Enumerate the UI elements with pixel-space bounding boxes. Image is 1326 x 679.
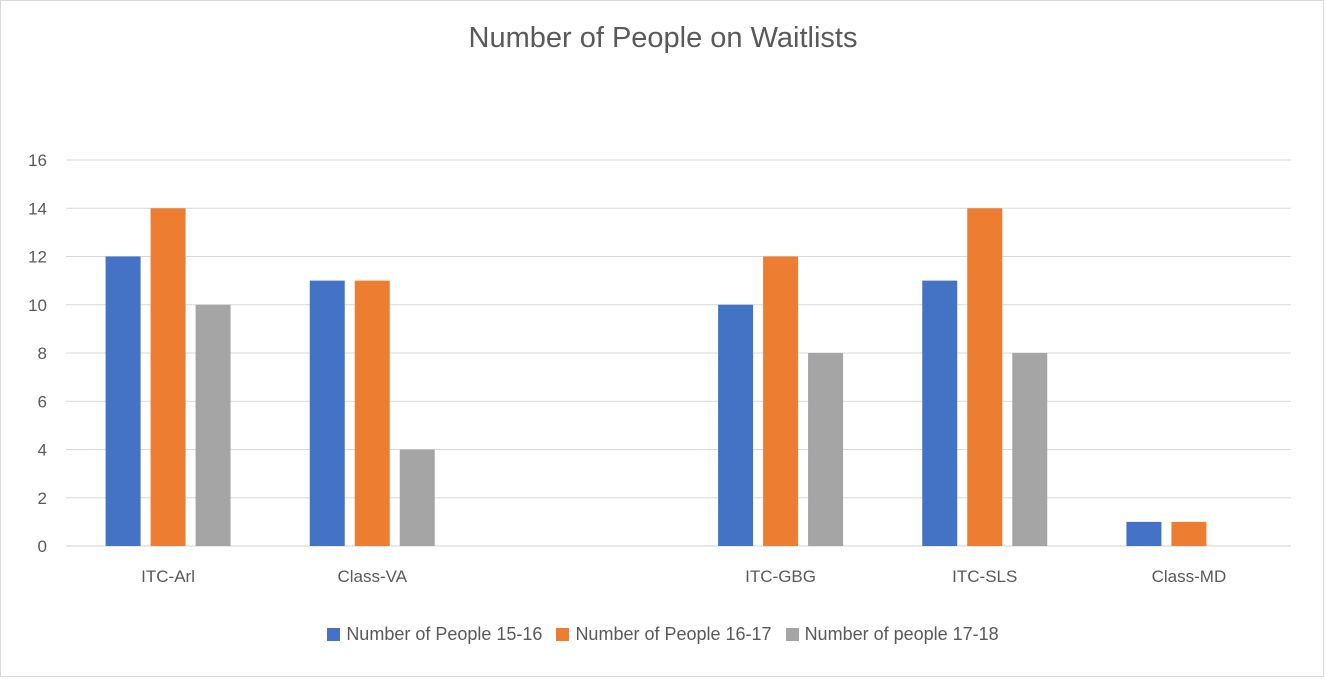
- x-tick-label: ITC-GBG: [745, 567, 816, 586]
- legend-swatch: [327, 628, 341, 641]
- gridlines: [66, 159, 1291, 547]
- legend-label: Number of People 15-16: [346, 624, 543, 644]
- legend-item: Number of People 16-17: [556, 624, 772, 645]
- bar-Class-VA-series-1: [354, 280, 390, 546]
- legend-item: Number of people 17-18: [785, 624, 999, 645]
- legend-item: Number of People 15-16: [327, 624, 542, 645]
- x-tick-label: Class-VA: [337, 567, 407, 586]
- y-axis-labels: 0 2 4 6 8 10 12 14 16: [28, 151, 47, 556]
- y-tick-label: 14: [28, 199, 47, 218]
- bar-ITC-GBG-series-2: [808, 353, 844, 546]
- y-tick-label: 4: [38, 441, 47, 460]
- bar-Class-VA-series-2: [399, 449, 435, 546]
- bar-ITC-SLS-series-0: [922, 280, 958, 546]
- legend: Number of People 15-16 Number of People 1…: [0, 624, 1326, 645]
- legend-label: Number of People 16-17: [575, 624, 772, 644]
- y-tick-label: 10: [28, 296, 47, 315]
- bar-ITC-Arl-series-2: [195, 304, 231, 546]
- bar-Class-MD-series-1: [1171, 521, 1207, 546]
- legend-swatch: [785, 628, 799, 641]
- x-axis-labels: ITC-Arl Class-VA ITC-GBG ITC-SLS Class-MD: [141, 567, 1226, 586]
- bar-ITC-SLS-series-1: [967, 208, 1003, 546]
- bar-Class-MD-series-0: [1126, 521, 1162, 546]
- x-tick-label: ITC-SLS: [952, 567, 1017, 586]
- y-tick-label: 12: [28, 248, 47, 267]
- y-tick-label: 2: [38, 489, 47, 508]
- y-tick-label: 16: [28, 151, 47, 170]
- bar-ITC-GBG-series-1: [763, 256, 799, 546]
- y-tick-label: 6: [38, 392, 47, 411]
- bar-ITC-Arl-series-1: [150, 208, 186, 546]
- chart-title: Number of People on Waitlists: [468, 22, 858, 54]
- x-tick-label: ITC-Arl: [141, 567, 195, 586]
- bar-ITC-SLS-series-2: [1012, 353, 1048, 546]
- bar-ITC-GBG-series-0: [718, 304, 754, 546]
- bar-ITC-Arl-series-0: [105, 256, 141, 546]
- bar-Class-VA-series-0: [309, 280, 345, 546]
- y-tick-label: 0: [38, 537, 47, 556]
- bars: [105, 208, 1207, 546]
- legend-label: Number of people 17-18: [804, 624, 999, 644]
- y-tick-label: 8: [38, 344, 47, 363]
- legend-swatch: [556, 628, 570, 641]
- x-tick-label: Class-MD: [1152, 567, 1227, 586]
